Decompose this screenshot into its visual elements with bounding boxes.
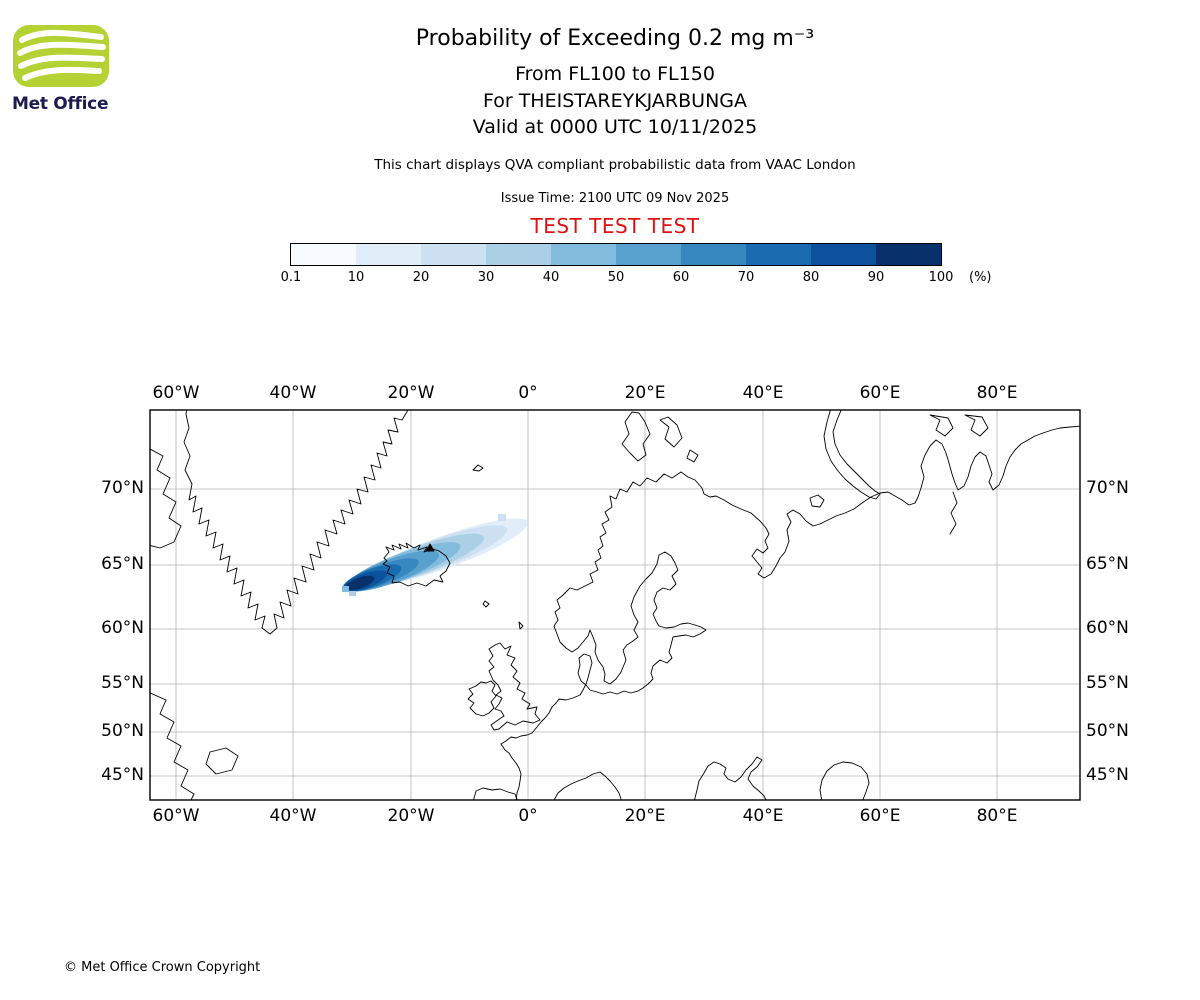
volcano-marker: [425, 543, 435, 552]
qva-note: This chart displays QVA compliant probab…: [374, 156, 856, 173]
axis-label-bottom-7: 80°E: [976, 806, 1018, 826]
axis-label-top-1: 40°W: [269, 383, 317, 403]
colorbar-cell: [681, 244, 746, 265]
subtitle-volcano: For THEISTAREYKJARBUNGA: [482, 89, 748, 112]
issue-time: Issue Time: 2100 UTC 09 Nov 2025: [500, 190, 730, 206]
colorbar-cell: [486, 244, 551, 265]
colorbar-cell: [356, 244, 421, 265]
colorbar-tick-label: 50: [607, 270, 625, 285]
colorbar-unit: (%): [969, 270, 992, 285]
map-frame: [149, 409, 1081, 801]
axis-label-top-5: 40°E: [742, 383, 784, 403]
axis-label-top-2: 20°W: [387, 383, 435, 403]
axis-label-left-2: 60°N: [101, 618, 144, 638]
axis-label-left-1: 65°N: [101, 554, 144, 574]
axis-label-left-4: 50°N: [101, 721, 144, 741]
met-office-logo: Met Office: [12, 24, 122, 114]
test-banner: TEST TEST TEST: [530, 213, 700, 238]
copyright-notice: © Met Office Crown Copyright: [64, 960, 261, 975]
axis-label-bottom-6: 60°E: [859, 806, 901, 826]
colorbar-tick-label: 100: [928, 270, 954, 285]
colorbar-tick-label: 80: [802, 270, 820, 285]
axis-label-right-0: 70°N: [1086, 478, 1129, 498]
axis-label-bottom-5: 40°E: [742, 806, 784, 826]
colorbar-tick-label: 90: [867, 270, 885, 285]
colorbar-tick-label: 70: [737, 270, 755, 285]
colorbar-cell: [421, 244, 486, 265]
logo-waves-icon: [13, 25, 109, 87]
colorbar-tick-label: 10: [347, 270, 365, 285]
axis-label-right-2: 60°N: [1086, 618, 1129, 638]
axis-label-right-4: 50°N: [1086, 721, 1129, 741]
colorbar-tick-label: 40: [542, 270, 560, 285]
subtitle-valid-time: Valid at 0000 UTC 10/11/2025: [472, 116, 758, 138]
ash-plume: [342, 514, 528, 596]
colorbar: 0.1 10 20 30 40 50 60 70 80 90 100 (%): [281, 243, 992, 285]
colorbar-tick-label: 20: [412, 270, 430, 285]
axis-label-bottom-0: 60°W: [152, 806, 200, 826]
axis-label-right-3: 55°N: [1086, 673, 1129, 693]
logo-wordmark: Met Office: [12, 94, 109, 114]
axis-label-right-1: 65°N: [1086, 554, 1129, 574]
axis-label-bottom-4: 20°E: [624, 806, 666, 826]
colorbar-tick-label: 60: [672, 270, 690, 285]
grid-lines: [150, 410, 1080, 800]
subtitle-flight-levels: From FL100 to FL150: [515, 63, 715, 85]
colorbar-cells: [291, 244, 941, 265]
colorbar-cell: [811, 244, 876, 265]
colorbar-cell: [291, 244, 356, 265]
axis-label-top-7: 80°E: [976, 383, 1018, 403]
chart-title: Probability of Exceeding 0.2 mg m⁻³: [415, 26, 815, 51]
colorbar-tick-label: 0.1: [280, 270, 302, 285]
axis-label-left-5: 45°N: [101, 765, 144, 785]
axis-label-top-0: 60°W: [152, 383, 200, 403]
axis-label-left-0: 70°N: [101, 478, 144, 498]
axis-label-top-3: 0°: [518, 383, 538, 403]
colorbar-cell: [616, 244, 681, 265]
colorbar-cell: [746, 244, 811, 265]
colorbar-cell: [876, 244, 941, 265]
colorbar-tick-label: 30: [477, 270, 495, 285]
axis-label-left-3: 55°N: [101, 673, 144, 693]
axis-label-bottom-2: 20°W: [387, 806, 435, 826]
coastlines: [150, 410, 1080, 800]
chart-header: Probability of Exceeding 0.2 mg m⁻³ From…: [135, 26, 1095, 238]
axis-label-right-5: 45°N: [1086, 765, 1129, 785]
axis-label-top-4: 20°E: [624, 383, 666, 403]
colorbar-cell: [551, 244, 616, 265]
axis-label-bottom-3: 0°: [518, 806, 538, 826]
axis-label-top-6: 60°E: [859, 383, 901, 403]
axis-label-bottom-1: 40°W: [269, 806, 317, 826]
